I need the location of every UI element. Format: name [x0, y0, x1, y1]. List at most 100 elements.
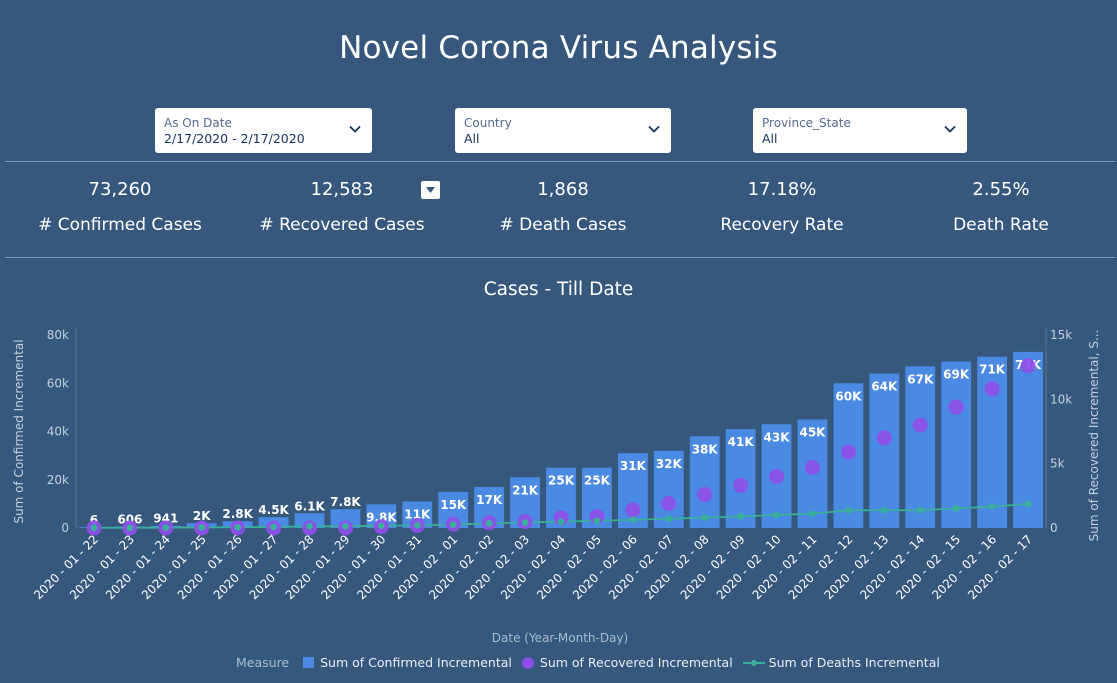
bar-data-label: 64K	[871, 380, 898, 394]
legend-label: Sum of Confirmed Incremental	[320, 655, 512, 670]
page-title: Novel Corona Virus Analysis	[339, 30, 778, 66]
legend-label: Sum of Recovered Incremental	[539, 655, 733, 670]
x-tick-label: 2020 - 01 - 24	[103, 532, 173, 602]
deaths-point	[234, 523, 241, 531]
x-tick-label: 2020 - 02 - 02	[426, 532, 496, 602]
kpi-label: Death Rate	[953, 215, 1049, 235]
bar-data-label: 7.8K	[330, 495, 361, 509]
legend-item-recovered[interactable]: Sum of Recovered Incremental	[521, 655, 733, 670]
y-tick-label: 40k	[47, 425, 69, 439]
bar-data-label: 4.5K	[258, 503, 289, 517]
kpi-label: Recovery Rate	[720, 215, 844, 235]
legend-swatch-line	[742, 658, 765, 668]
kpi-value: 73,260	[88, 179, 152, 200]
deaths-point	[521, 519, 529, 526]
deaths-point	[162, 524, 170, 531]
recovered-point	[733, 478, 749, 494]
kpi-death-rate: 2.55% Death Rate	[891, 178, 1111, 236]
x-tick-label: 2020 - 02 - 12	[786, 532, 856, 602]
x-tick-label: 2020 - 02 - 06	[570, 532, 640, 602]
legend-item-deaths[interactable]: Sum of Deaths Incremental	[742, 655, 940, 670]
bar-data-label: 21K	[512, 483, 539, 497]
country-filter[interactable]: Country All	[455, 108, 671, 153]
bar-data-label: 60K	[835, 389, 862, 403]
deaths-point	[270, 523, 277, 531]
confirmed-bar	[1013, 351, 1043, 528]
chevron-down-icon	[648, 125, 660, 133]
province-filter[interactable]: Province_State All	[753, 108, 967, 153]
bar-data-label: 25K	[584, 474, 611, 488]
legend-label: Sum of Deaths Incremental	[768, 655, 940, 670]
x-tick-label: 2020 - 02 - 09	[678, 532, 748, 602]
kpi-label: # Recovered Cases	[259, 215, 425, 235]
bar-data-label: 38K	[692, 442, 719, 456]
kpi-label: # Confirmed Cases	[38, 215, 202, 235]
deaths-point	[845, 507, 852, 514]
chart-title: Cases - Till Date	[483, 279, 634, 300]
chevron-down-icon	[944, 125, 956, 133]
deaths-point	[126, 524, 134, 532]
confirmed-bar	[653, 450, 684, 528]
country-filter-value: All	[464, 131, 480, 146]
divider	[5, 161, 1115, 162]
deaths-point	[665, 515, 673, 523]
confirmed-bar	[366, 504, 397, 528]
country-filter-label: Country	[464, 116, 512, 130]
x-tick-label: 2020 - 01 - 23	[67, 532, 137, 602]
x-tick-label: 2020 - 02 - 05	[534, 532, 604, 602]
x-tick-label: 2020 - 02 - 01	[390, 532, 460, 602]
x-tick-label: 2020 - 01 - 31	[354, 532, 424, 602]
y-tick-label: 20k	[47, 473, 69, 487]
y2-tick-label: 15k	[1050, 328, 1072, 342]
deaths-point	[593, 517, 601, 525]
bar-data-label: 69K	[943, 368, 970, 382]
recovered-point	[1020, 358, 1036, 374]
deaths-point	[701, 514, 709, 521]
bar-data-label: 41K	[728, 435, 755, 449]
y-tick-label: 80k	[47, 328, 69, 342]
cases-chart: 0 20k 40k 60k 80k 0 5k 10k 15k Sum of Confirmed I…	[12, 327, 1101, 645]
recovered-point	[948, 399, 964, 415]
kpi-value: 2.55%	[972, 179, 1030, 200]
kpi-value: 12,583	[310, 179, 374, 200]
deaths-point	[557, 518, 565, 525]
deaths-point	[809, 510, 816, 517]
recovered-point	[625, 502, 641, 518]
x-tick-label: 2020 - 02 - 10	[714, 532, 784, 602]
bar-data-label: 2K	[193, 509, 211, 523]
bar-data-label: 25K	[548, 474, 575, 488]
x-tick-label: 2020 - 01 - 30	[318, 532, 388, 602]
x-tick-label: 2020 - 02 - 04	[498, 532, 568, 602]
kpi-deaths: 1,868 # Death Cases	[453, 178, 673, 236]
deaths-point	[916, 506, 924, 514]
kpi-value: 1,868	[537, 179, 589, 200]
date-filter[interactable]: As On Date 2/17/2020 - 2/17/2020	[155, 108, 372, 153]
y2-tick-label: 0	[1050, 521, 1058, 535]
bar-data-label: 6	[90, 513, 98, 527]
deaths-point	[342, 522, 349, 530]
y-axis-title: Sum of Confirmed Incremental	[12, 339, 26, 523]
x-tick-label: 2020 - 02 - 03	[462, 532, 532, 602]
kpi-menu-button[interactable]	[421, 181, 440, 199]
chart-legend: Measure Sum of Confirmed Incremental Sum…	[236, 655, 950, 670]
legend-item-confirmed[interactable]: Sum of Confirmed Incremental	[303, 655, 512, 670]
y-tick-label: 60k	[47, 376, 69, 390]
triangle-down-icon	[426, 187, 435, 193]
bar-data-label: 9.8K	[366, 510, 397, 524]
confirmed-bar	[330, 509, 361, 528]
deaths-point	[1024, 500, 1032, 508]
deaths-point	[737, 513, 744, 520]
bar-data-label: 45K	[799, 425, 826, 439]
bar-data-label: 941	[153, 512, 178, 526]
kpi-label: # Death Cases	[499, 215, 627, 235]
bar-data-label: 11K	[404, 507, 431, 521]
bar-data-label: 31K	[620, 459, 647, 473]
kpi-recovered: 12,583 # Recovered Cases	[232, 178, 452, 236]
deaths-point	[629, 516, 637, 524]
x-tick-label: 2020 - 02 - 14	[857, 532, 927, 602]
x-tick-label: 2020 - 01 - 22	[31, 532, 101, 602]
x-tick-label: 2020 - 01 - 25	[139, 532, 209, 602]
deaths-point	[952, 505, 960, 512]
recovered-point	[912, 417, 928, 433]
recovered-point	[876, 430, 892, 446]
